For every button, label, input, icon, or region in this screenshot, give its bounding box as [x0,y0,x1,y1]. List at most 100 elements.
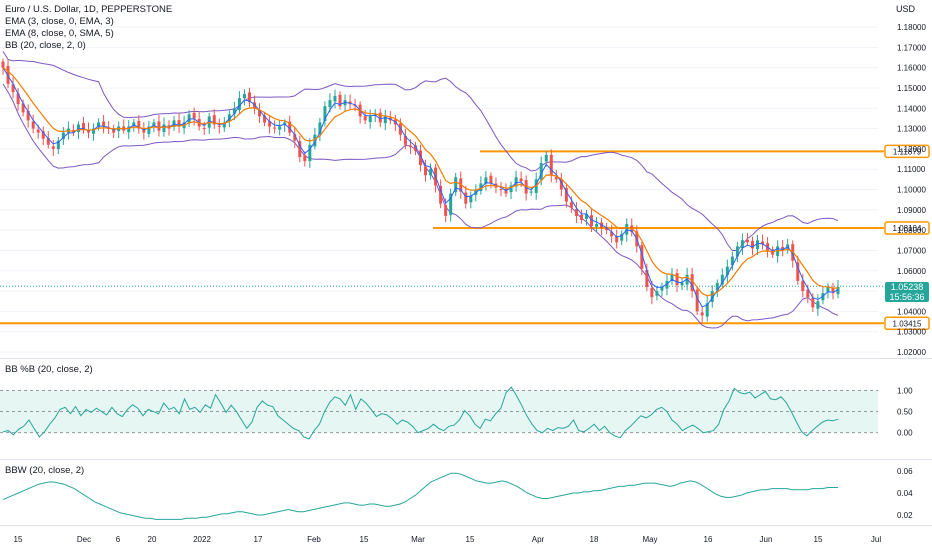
candle-body [263,115,267,123]
time-tick-label: May [642,535,657,544]
time-tick-label: 6 [116,535,121,544]
candle-body [811,297,815,308]
time-tick-label: 15 [360,535,369,544]
time-tick-label: 18 [590,535,599,544]
candle-body [610,231,614,237]
candle-body [831,288,835,294]
candle-body [36,129,40,133]
time-tick-label: 15 [814,535,823,544]
candle-body [640,245,644,269]
candle-body [715,282,719,291]
candle-body [700,312,704,316]
candle-body [730,256,734,266]
candle-body [293,134,297,141]
level-tag [884,144,930,159]
candle-body [429,169,433,176]
candle-body [232,108,236,114]
candle-body [424,166,428,176]
candle-body [539,163,543,180]
time-tick-label: 20 [148,535,157,544]
time-tick-label: 17 [254,535,263,544]
pctb-line [2,386,839,440]
price-tick-label: 1.10000 [897,186,926,195]
candle-body [11,84,15,92]
price-tick-label: 1.04000 [897,307,926,316]
price-tick-label: 1.02000 [897,348,926,357]
price-tick-label: 1.08000 [897,226,926,235]
pctb-title[interactable]: BB %B (20, close, 2) [5,364,93,375]
candle-body [735,246,739,257]
ema-fast-legend[interactable]: EMA (3, close, 0, EMA, 3) [5,16,114,27]
price-tick-label: 1.03000 [897,328,926,337]
candle-body [137,120,141,129]
time-tick-label: 2022 [193,535,211,544]
candle-body [449,193,453,216]
countdown-value: 15:56:36 [889,292,925,302]
time-tick-label: Mar [411,535,425,544]
candle-body [26,111,30,121]
pctb-tick-label: 1.00 [897,386,913,395]
candle-body [685,274,689,285]
symbol-title[interactable]: Euro / U.S. Dollar, 1D, PEPPERSTONE [5,4,173,15]
candle-body [579,214,583,220]
candle-body [705,303,709,317]
level-tag-label: 1.11879 [893,147,922,156]
ema-lines [2,67,839,308]
price-tick-label: 1.07000 [897,246,926,255]
candle-body [740,240,744,248]
level-tag [884,316,930,331]
candle-body [1,61,5,68]
candle-body [725,266,729,276]
candlesticks [1,58,840,323]
candle-body [408,145,412,147]
candle-body [670,274,674,282]
ema-fast-line [2,67,839,308]
candle-body [112,129,116,133]
candle-body [298,141,302,157]
candle-body [479,183,483,192]
horizontal-levels[interactable]: 1.11879 1.08104 1.03415 [0,144,930,331]
candle-body [212,115,216,125]
candle-body [549,154,553,176]
candle-body [363,116,367,121]
candle-body [152,122,156,126]
candle-body [378,112,382,123]
candle-body [675,273,679,285]
candle-body [177,120,181,127]
bb-legend[interactable]: BB (20, close, 2, 0) [5,40,86,51]
price-tick-label: 1.14000 [897,104,926,113]
candle-body [97,122,101,128]
candle-body [147,126,151,134]
candle-body [529,191,533,193]
bbw-tick-label: 0.02 [897,511,913,520]
level-tag-label: 1.08104 [893,224,922,233]
price-tick-label: 1.17000 [897,43,926,52]
candle-body [781,246,785,251]
ema-slow-legend[interactable]: EMA (8, close, 0, SMA, 5) [5,28,114,39]
candle-body [222,122,226,128]
candle-body [454,177,458,193]
candle-body [333,96,337,102]
panel-separator [0,358,932,359]
candle-body [81,123,85,129]
panel-separator [0,525,932,526]
bb-upper-line [2,51,839,251]
candle-body [514,177,518,187]
ema-slow-line [2,67,839,297]
bbw-title[interactable]: BBW (20, close, 2) [5,465,85,476]
candle-body [56,140,60,150]
price-axis[interactable]: 1.18000 1.17000 1.16000 1.15000 1.14000 1.130… [897,23,926,357]
price-tick-label: 1.06000 [897,267,926,276]
candle-body [383,116,387,124]
time-axis[interactable]: 15 Dec 6 20 2022 17 Feb 15 Mar 15 Apr 18 May 16 Jun 15 J… [14,535,882,544]
candle-body [192,112,196,119]
level-tag [884,221,930,235]
candle-body [142,129,146,133]
candle-body [313,134,317,147]
candle-body [258,109,262,117]
candle-body [695,289,699,312]
time-tick-label: 15 [466,535,475,544]
price-tick-label: 1.12000 [897,145,926,154]
candle-body [806,289,810,298]
